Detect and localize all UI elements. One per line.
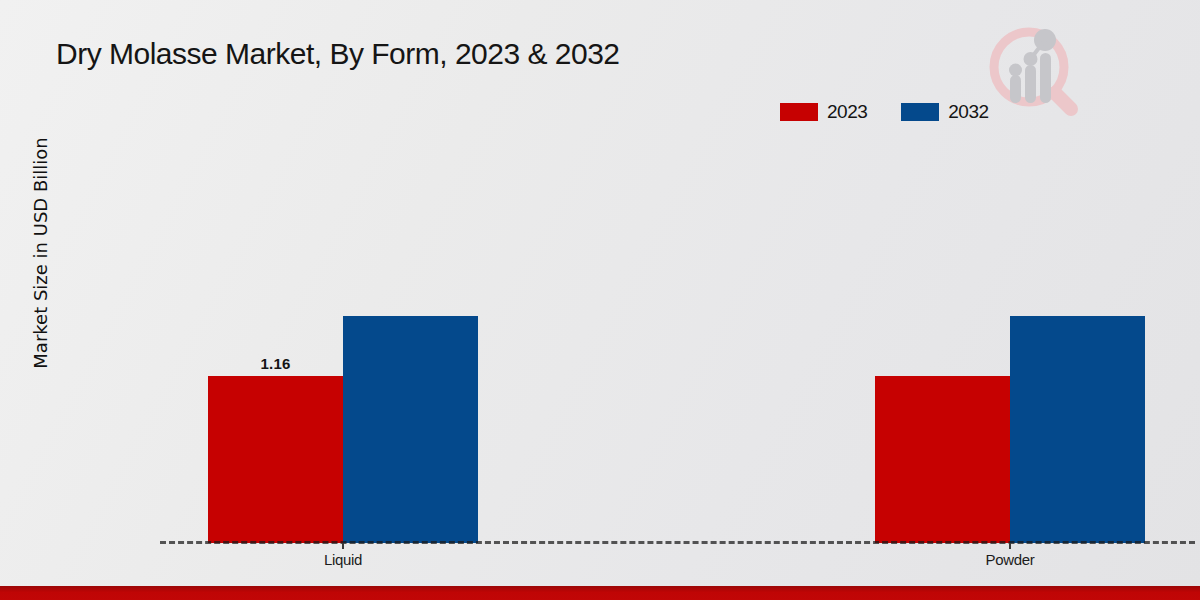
chart-canvas: Dry Molasse Market, By Form, 2023 & 2032… xyxy=(0,0,1200,600)
value-label-2023-liquid: 1.16 xyxy=(208,355,343,372)
x-axis-baseline xyxy=(160,541,1195,544)
category-label-liquid: Liquid xyxy=(263,551,423,568)
x-axis-tick-powder xyxy=(1009,543,1011,549)
bar-2032-powder xyxy=(1010,316,1145,543)
bar-2023-liquid xyxy=(208,376,343,543)
x-axis-tick-liquid xyxy=(342,543,344,549)
plot-area: 1.16 Liquid Powder xyxy=(0,0,1200,600)
bar-2032-liquid xyxy=(343,316,478,543)
category-label-powder: Powder xyxy=(930,551,1090,568)
bar-2023-powder xyxy=(875,376,1010,543)
footer-accent-bar xyxy=(0,586,1200,600)
